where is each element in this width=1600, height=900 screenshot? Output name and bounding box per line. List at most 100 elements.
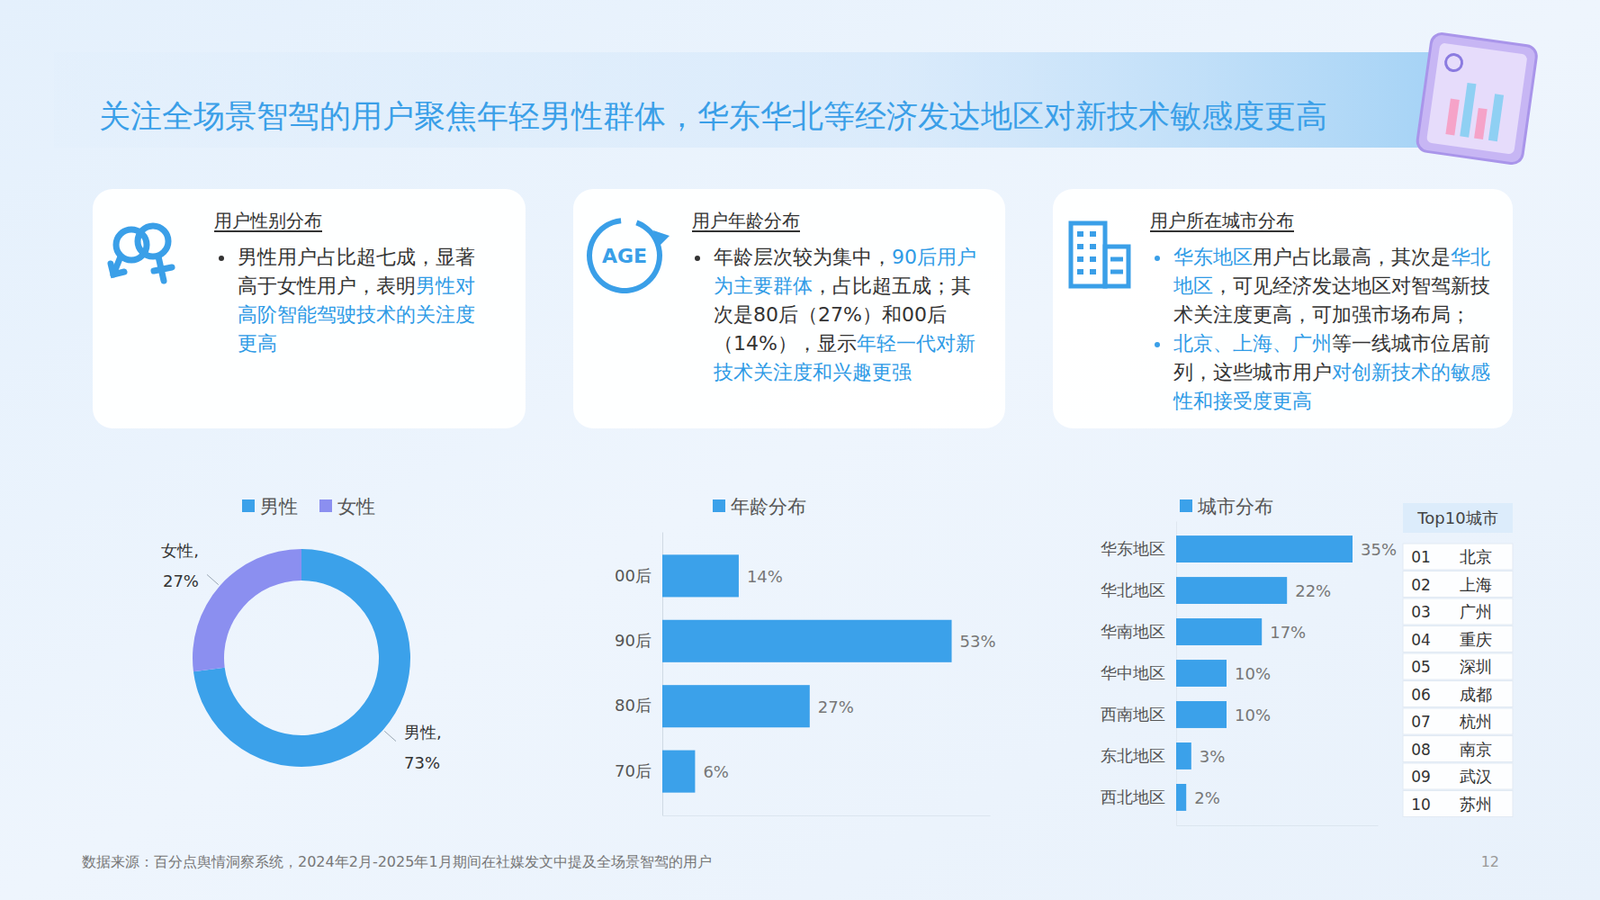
bullet-dot xyxy=(1154,255,1160,261)
table-cell: 上海 xyxy=(1459,575,1493,594)
bar xyxy=(662,750,695,793)
card-body: 男性用户占比超七成，显著高于女性用户，表明男性对高阶智能驾驶技术的关注度更高 xyxy=(237,242,483,359)
pie-slice xyxy=(192,548,302,672)
table-cell: 武汉 xyxy=(1459,766,1493,786)
data-label: 27% xyxy=(817,697,854,717)
bullet-text: 北京、上海、广州 xyxy=(1173,332,1332,355)
bars xyxy=(1176,535,1353,811)
bar xyxy=(1176,576,1287,604)
icon-window xyxy=(1089,243,1097,250)
title-band xyxy=(53,52,1458,148)
card xyxy=(92,188,526,429)
tablet-bar xyxy=(1459,82,1476,138)
tablet-icon xyxy=(1416,32,1538,165)
tablet-bar xyxy=(1474,107,1488,140)
tick: 70后 xyxy=(614,761,663,781)
table-row xyxy=(1402,791,1513,818)
icon-window xyxy=(1077,269,1084,275)
tablet-body xyxy=(1416,32,1538,165)
bar xyxy=(1176,535,1353,563)
data-label: 35% xyxy=(1360,539,1397,559)
bar xyxy=(1176,742,1192,770)
data-label-line: 27% xyxy=(162,571,199,591)
tick-label: 华南地区 xyxy=(1100,621,1166,641)
tick-label: 华东地区 xyxy=(1100,539,1166,558)
pie-chart: 男性, 73% 女性, 27% xyxy=(161,540,442,772)
data-labels: 35%22%17%10%10%3%2% xyxy=(1194,539,1397,808)
bar xyxy=(662,554,739,597)
table-row xyxy=(1402,681,1513,708)
value-axis xyxy=(1177,825,1379,827)
bar xyxy=(1176,618,1262,646)
icon-part xyxy=(153,267,172,271)
table-cell: 01 xyxy=(1411,548,1431,567)
table-header: Top10城市 xyxy=(1416,508,1498,528)
icon-part xyxy=(137,225,169,257)
source-note: 数据来源：百分点舆情洞察系统，2024年2月-2025年1月期间在社媒发文中提及… xyxy=(81,853,712,871)
legend-label: 女性 xyxy=(337,495,376,518)
table-row xyxy=(1402,736,1513,763)
tick: 西北地区 xyxy=(1100,787,1177,807)
data-label: 53% xyxy=(960,631,997,651)
data-label-line: 73% xyxy=(404,753,441,773)
data-label-line: 女性, xyxy=(161,540,199,560)
card-heading: 用户年龄分布 xyxy=(692,208,800,234)
table-row xyxy=(1402,653,1513,680)
bar xyxy=(1176,659,1227,687)
bullet: 北京、上海、广州等一线城市位居前列，这些城市用户对创新技术的敏感性和接受度更高 xyxy=(1173,329,1498,416)
data-label-line: 男性, xyxy=(404,722,442,742)
table-cell: 07 xyxy=(1411,712,1431,731)
icon-part xyxy=(1070,223,1106,287)
bullet-text: 用户占比最高，其次是 xyxy=(1252,245,1451,269)
tick: 华中地区 xyxy=(1100,663,1177,683)
table-row xyxy=(1402,626,1513,653)
tick-label: 西南地区 xyxy=(1100,704,1166,724)
data-label: 22% xyxy=(1294,581,1331,601)
icon-part xyxy=(586,217,663,294)
legend-label: 城市分布 xyxy=(1196,495,1274,518)
data-label: 女性, 27% xyxy=(161,540,199,591)
tablet-screen xyxy=(1426,42,1529,155)
category-axis: 00后90后80后70后 xyxy=(614,532,663,817)
data-label: 17% xyxy=(1269,622,1306,642)
bullet: 年龄层次较为集中，90后用户为主要群体，占比超五成；其次是80后（27%）和00… xyxy=(713,242,977,387)
icon-window xyxy=(1077,231,1084,237)
icon-window xyxy=(1089,231,1097,237)
tick: 华北地区 xyxy=(1100,580,1177,600)
icon-window xyxy=(1089,256,1097,262)
table-row xyxy=(1402,708,1513,735)
bars xyxy=(662,554,953,792)
card xyxy=(573,188,1006,429)
table-cell: 南京 xyxy=(1459,739,1493,759)
table-row xyxy=(1402,571,1513,598)
table-cell: 广州 xyxy=(1459,602,1493,621)
data-label: 14% xyxy=(746,566,783,586)
title: 关注全场景智驾的用户聚焦年轻男性群体，华东华北等经济发达地区对新技术敏感度更高 xyxy=(98,98,1328,135)
bullet: 男性用户占比超七成，显著高于女性用户，表明男性对高阶智能驾驶技术的关注度更高 xyxy=(237,242,483,359)
icon-part xyxy=(1110,257,1124,262)
tablet-bar xyxy=(1488,93,1504,142)
table-cell: 06 xyxy=(1411,685,1431,704)
table-cell: 杭州 xyxy=(1458,711,1493,731)
axis-line xyxy=(663,815,991,817)
table-cell: 09 xyxy=(1411,767,1431,786)
icon-part xyxy=(110,263,125,275)
bullet-text: ，可见经济发达地区对智驾新技术关注度更高，可加强市场布局； xyxy=(1173,274,1491,326)
table-header-bg xyxy=(1402,503,1513,533)
table-cell: 苏州 xyxy=(1459,794,1493,814)
gender-icon xyxy=(110,225,172,281)
legend-label: 男性 xyxy=(260,495,298,518)
tick: 东北地区 xyxy=(1100,746,1177,765)
legend-label: 年龄分布 xyxy=(730,495,807,518)
legend-swatch xyxy=(319,499,333,513)
table-row xyxy=(1402,763,1513,790)
tick-label: 西北地区 xyxy=(1100,787,1166,807)
bullet-dot xyxy=(218,255,225,261)
bullet-text: 年龄层次较为集中， xyxy=(713,245,892,269)
icon-window xyxy=(1089,269,1097,275)
tablet-bar xyxy=(1445,98,1459,135)
category-axis: 华东地区华北地区华南地区华中地区西南地区东北地区西北地区 xyxy=(1100,521,1178,827)
canvas: 关注全场景智驾的用户聚焦年轻男性群体，华东华北等经济发达地区对新技术敏感度更高A… xyxy=(0,0,1600,900)
leader-line xyxy=(384,730,396,741)
bar xyxy=(1176,783,1187,811)
